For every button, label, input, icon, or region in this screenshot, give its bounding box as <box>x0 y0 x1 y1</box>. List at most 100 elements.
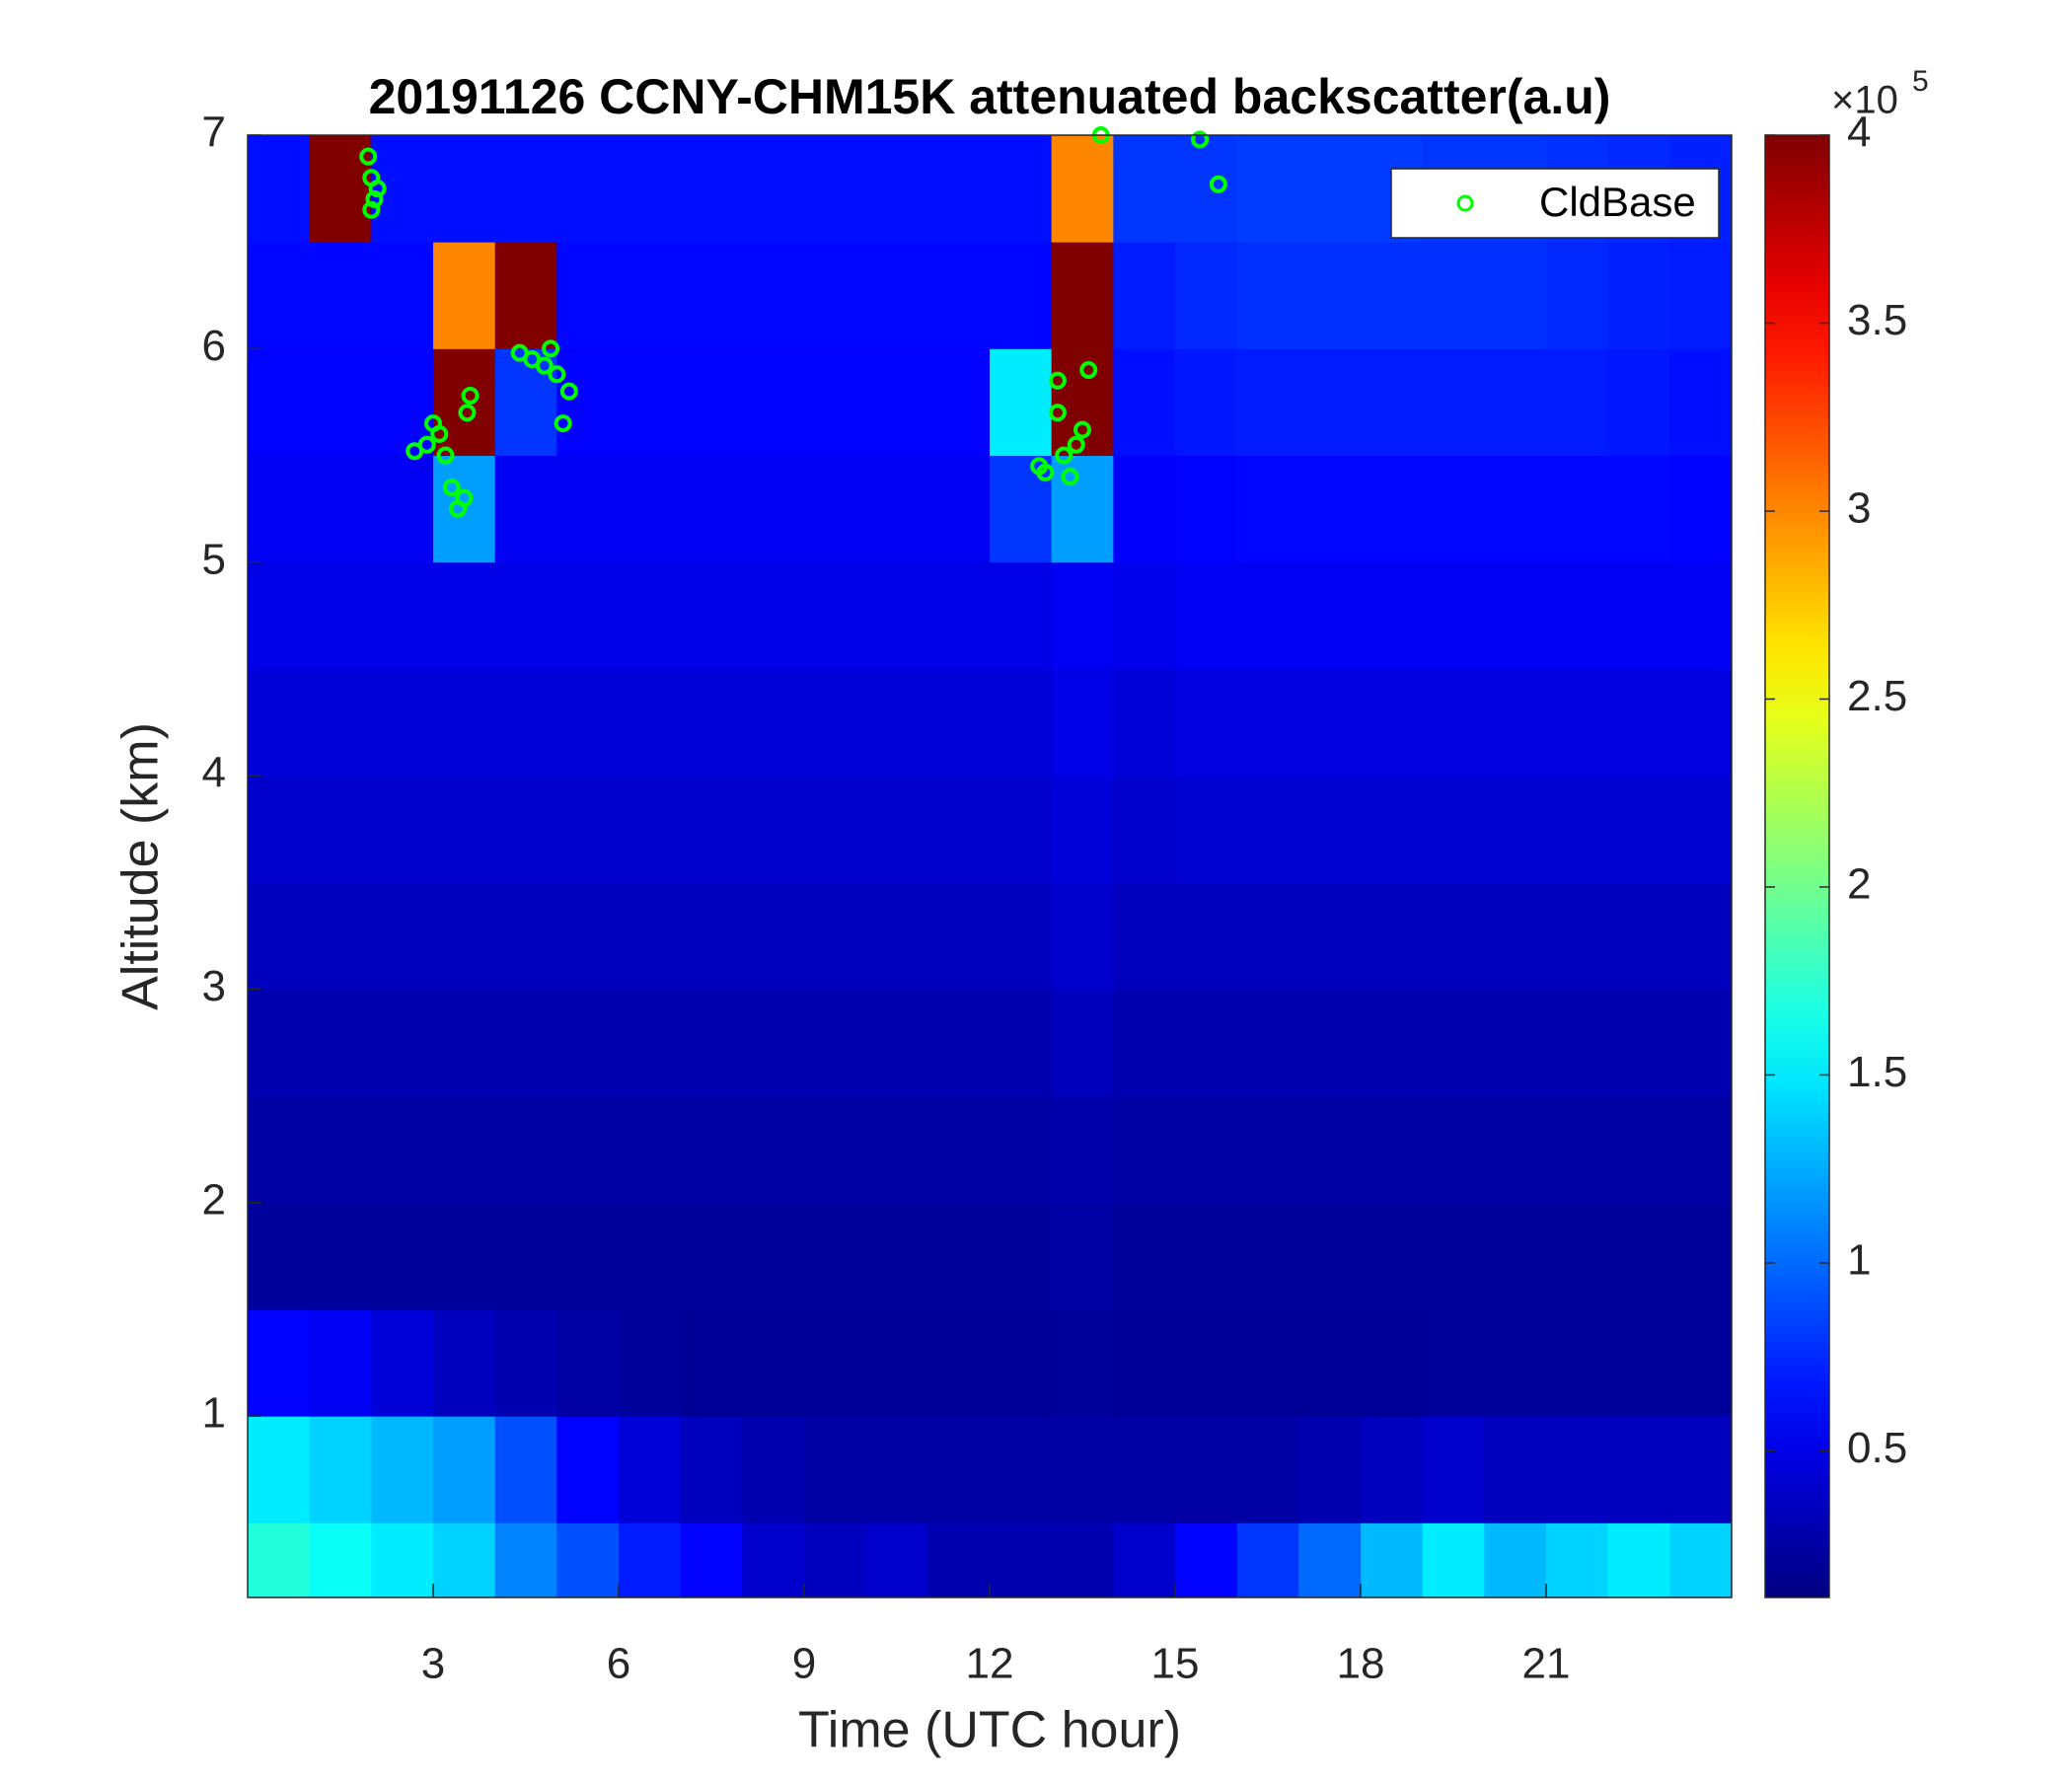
colorbar-tick-label: 4 <box>1847 109 1871 157</box>
y-tick-label: 6 <box>202 322 226 370</box>
heat-cell <box>1236 1202 1299 1310</box>
heat-cell <box>1236 882 1299 990</box>
heat-cell <box>309 668 372 777</box>
heat-cell <box>804 1095 867 1204</box>
heat-cell <box>680 1095 743 1204</box>
heat-cell <box>494 1202 557 1310</box>
heat-cell <box>742 1095 805 1204</box>
y-tick-label: 4 <box>202 749 226 797</box>
heat-cell <box>1546 455 1609 563</box>
heat-cell <box>804 561 867 670</box>
heat-cell <box>1361 242 1424 349</box>
colorbar-tick-label: 0.5 <box>1847 1424 1907 1472</box>
heat-cell <box>1236 1416 1299 1523</box>
heat-cell <box>1484 989 1547 1097</box>
heat-cell <box>1422 561 1485 670</box>
heat-cell <box>1607 1095 1670 1204</box>
heat-cell <box>742 989 805 1097</box>
heat-cell <box>990 348 1053 457</box>
heat-cell <box>248 135 311 243</box>
heat-cell <box>1298 1416 1362 1523</box>
heat-cell <box>556 561 620 670</box>
cloud-base-point <box>359 147 378 166</box>
heat-cell <box>433 1202 496 1310</box>
heat-cell <box>248 776 311 883</box>
heat-cell <box>865 561 928 670</box>
heat-cell <box>309 1202 372 1310</box>
heat-cell <box>619 242 682 349</box>
heat-cell <box>371 1202 434 1310</box>
heat-cell <box>927 1416 991 1523</box>
heat-cell <box>248 1416 311 1523</box>
heat-cell <box>1175 1308 1238 1417</box>
heat-cell <box>1298 776 1362 883</box>
heat-cell <box>927 1522 991 1598</box>
cloud-base-point <box>1061 468 1079 486</box>
heat-cell <box>1607 561 1670 670</box>
heat-cell <box>248 1522 311 1598</box>
heat-cell <box>1051 1522 1114 1598</box>
heat-cell <box>1298 135 1362 243</box>
heat-cell <box>804 1308 867 1417</box>
heat-cell <box>742 1416 805 1523</box>
heat-cell <box>371 776 434 883</box>
heat-cell <box>371 135 434 243</box>
heat-cell <box>556 882 620 990</box>
heat-cell <box>1113 1522 1176 1598</box>
heat-cell <box>1113 989 1176 1097</box>
heat-cell <box>619 882 682 990</box>
heat-cell <box>1175 989 1238 1097</box>
heat-cell <box>494 561 557 670</box>
heat-cell <box>494 1522 557 1598</box>
heat-cell <box>1051 1095 1114 1204</box>
heat-cell <box>1669 348 1733 457</box>
heat-cell <box>1484 1095 1547 1204</box>
heat-cell <box>1669 668 1733 777</box>
heat-cell <box>927 989 991 1097</box>
cloud-base-point <box>368 180 387 198</box>
heat-cell <box>1546 882 1609 990</box>
y-tick-label: 2 <box>202 1175 226 1224</box>
heat-cell <box>1298 1095 1362 1204</box>
heat-cell <box>927 242 991 349</box>
heat-cell <box>1422 989 1485 1097</box>
heat-cell <box>804 1522 867 1598</box>
heat-cell <box>1422 455 1485 563</box>
heat-cell <box>1361 455 1424 563</box>
heatmap <box>248 135 1733 1598</box>
cloud-base-point <box>559 382 578 401</box>
heat-cell <box>865 776 928 883</box>
colorbar-tick-label: 1.5 <box>1847 1048 1907 1096</box>
scatter-layer <box>359 126 1227 518</box>
heat-cell <box>556 776 620 883</box>
heat-cell <box>1669 989 1733 1097</box>
heat-cell <box>1546 1095 1609 1204</box>
heat-cell <box>1361 989 1424 1097</box>
heat-cell <box>1175 668 1238 777</box>
cloud-base-point <box>458 404 477 422</box>
heat-cell <box>1361 668 1424 777</box>
heat-cell <box>680 135 743 243</box>
heat-cell <box>619 989 682 1097</box>
heat-cell <box>494 776 557 883</box>
heat-cell <box>1175 242 1238 349</box>
heat-cell <box>1236 668 1299 777</box>
heat-cell <box>433 561 496 670</box>
heat-cell <box>927 1095 991 1204</box>
heat-cell <box>1607 882 1670 990</box>
heat-cell <box>990 776 1053 883</box>
heat-cell <box>494 348 557 457</box>
cloud-base-point <box>362 200 381 219</box>
heat-cell <box>680 668 743 777</box>
heat-cell <box>1546 668 1609 777</box>
heat-cell <box>1361 561 1424 670</box>
heat-cell <box>556 242 620 349</box>
y-tick-label: 5 <box>202 535 226 583</box>
heat-cell <box>680 348 743 457</box>
cloud-base-point <box>436 446 455 465</box>
heat-cell <box>1236 776 1299 883</box>
heat-cell <box>248 242 311 349</box>
cloud-base-point <box>417 435 436 454</box>
heat-cell <box>433 242 496 349</box>
heat-cell <box>556 348 620 457</box>
